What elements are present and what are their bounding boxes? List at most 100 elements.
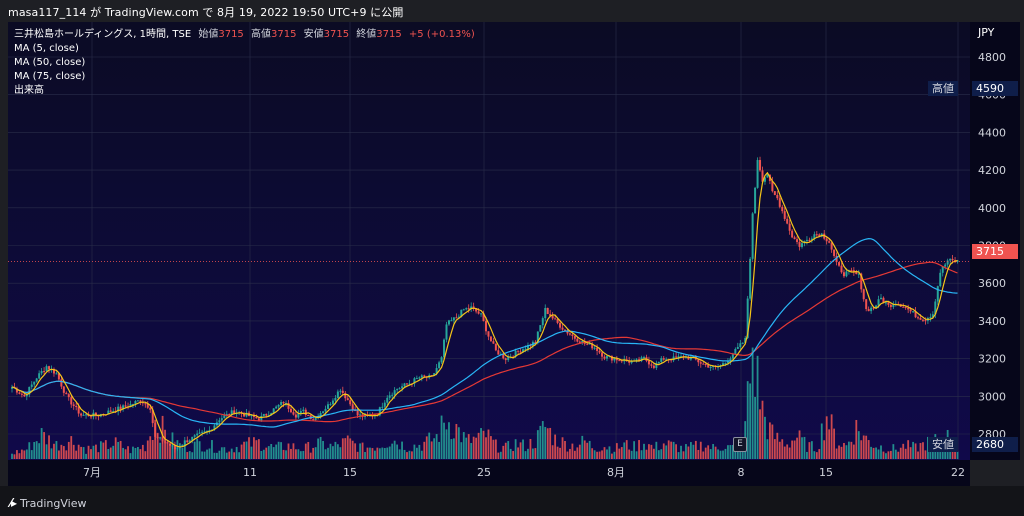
candle-body [82, 414, 85, 416]
volume-bar [848, 441, 850, 459]
volume-bar [611, 453, 613, 459]
volume-bar [67, 441, 70, 459]
symbol-title[interactable]: 三井松島ホールディングス, 1時間, TSE [14, 29, 192, 40]
candle-body [825, 238, 828, 242]
volume-bar [536, 430, 539, 459]
volume-bar [411, 451, 413, 459]
candle-body [862, 289, 865, 300]
volume-bar [707, 445, 710, 459]
volume-bar [406, 452, 408, 459]
candle-body [931, 314, 934, 318]
volume-bar [524, 451, 527, 459]
candle-body [951, 258, 954, 261]
legend-ma5[interactable]: MA (5, close) [14, 43, 79, 54]
publish-info: masa117_114 が TradingView.com で 8月 19, 2… [8, 6, 404, 19]
candle-body [129, 404, 132, 408]
volume-bar [253, 437, 255, 459]
volume-bar [124, 449, 127, 459]
candle-body [94, 412, 97, 416]
volume-bar [922, 442, 924, 459]
volume-bar [640, 450, 643, 459]
volume-bar [581, 435, 584, 459]
candle-body [433, 373, 436, 376]
brand-name: TradingView [20, 496, 87, 510]
candle-body [112, 411, 115, 413]
candle-body [643, 357, 645, 359]
volume-bar [914, 443, 917, 459]
legend-ma75[interactable]: MA (75, close) [14, 71, 86, 82]
volume-bar [13, 454, 16, 459]
volume-bar [20, 449, 23, 459]
volume-bar [127, 446, 129, 459]
volume-bar [544, 426, 547, 459]
volume-bar [573, 450, 576, 459]
currency-label[interactable]: JPY [978, 26, 995, 39]
volume-bar [470, 443, 473, 459]
candle-body [756, 160, 759, 188]
volume-bar [228, 451, 231, 459]
volume-bar [885, 453, 887, 459]
candle-body [203, 431, 206, 433]
volume-bar [576, 447, 579, 459]
candle-body [57, 373, 60, 380]
legend-ma50[interactable]: MA (50, close) [14, 57, 86, 68]
volume-bar [401, 441, 403, 459]
volume-bar [396, 444, 399, 459]
volume-bar [35, 441, 38, 459]
volume-bar [371, 448, 374, 459]
volume-bar [509, 448, 512, 459]
candle-body [761, 170, 764, 182]
candle-body [801, 243, 803, 247]
date-tick-labels: 7月 11 15 25 8月 8 15 22 [83, 466, 965, 479]
legend-volume[interactable]: 出来高 [14, 85, 44, 96]
volume-bar [591, 448, 594, 459]
volume-bar [490, 436, 492, 459]
candle-body [18, 392, 21, 394]
candle-body [872, 307, 875, 309]
candle-body [188, 440, 191, 443]
candle-body [208, 429, 211, 431]
candle-body [48, 366, 51, 370]
volume-bar [475, 437, 478, 459]
volume-bar [810, 441, 813, 459]
candle-body [494, 343, 497, 351]
candle-body [796, 239, 799, 243]
volume-bar [956, 451, 959, 459]
volume-bar [144, 451, 147, 459]
candle-body [344, 393, 347, 399]
candle-body [25, 394, 28, 397]
candle-body [677, 356, 680, 358]
candle-body [40, 371, 43, 374]
candle-body [487, 331, 490, 337]
candle-body [383, 402, 386, 407]
volume-bar [702, 451, 705, 459]
volume-bar [465, 437, 468, 459]
volume-bar [260, 450, 263, 459]
volume-bar [240, 444, 243, 459]
volume-bar [781, 439, 784, 459]
date-axis[interactable] [8, 460, 970, 486]
candle-body [808, 239, 811, 241]
candle-body [934, 301, 937, 315]
candle-body [941, 266, 944, 273]
volume-bar [272, 447, 275, 459]
candle-body [255, 416, 258, 419]
low-tag-value: 2680 [972, 437, 1018, 452]
volume-bar [181, 447, 184, 459]
candle-body [299, 411, 302, 414]
volume-bar [867, 440, 870, 459]
candle-body [554, 318, 557, 320]
volume-bar [571, 443, 574, 459]
volume-bar [196, 438, 199, 459]
candle-body [857, 273, 860, 275]
candle-body [546, 307, 549, 314]
tradingview-logo[interactable]: ⁄▸ TradingView [10, 496, 87, 510]
earnings-event-marker[interactable]: E [733, 437, 747, 452]
volume-bar [243, 441, 245, 459]
volume-bar [43, 432, 45, 459]
date-tick-label: 15 [819, 466, 833, 479]
volume-bar [564, 440, 566, 459]
volume-bar [270, 444, 273, 459]
volume-bar [820, 423, 823, 459]
